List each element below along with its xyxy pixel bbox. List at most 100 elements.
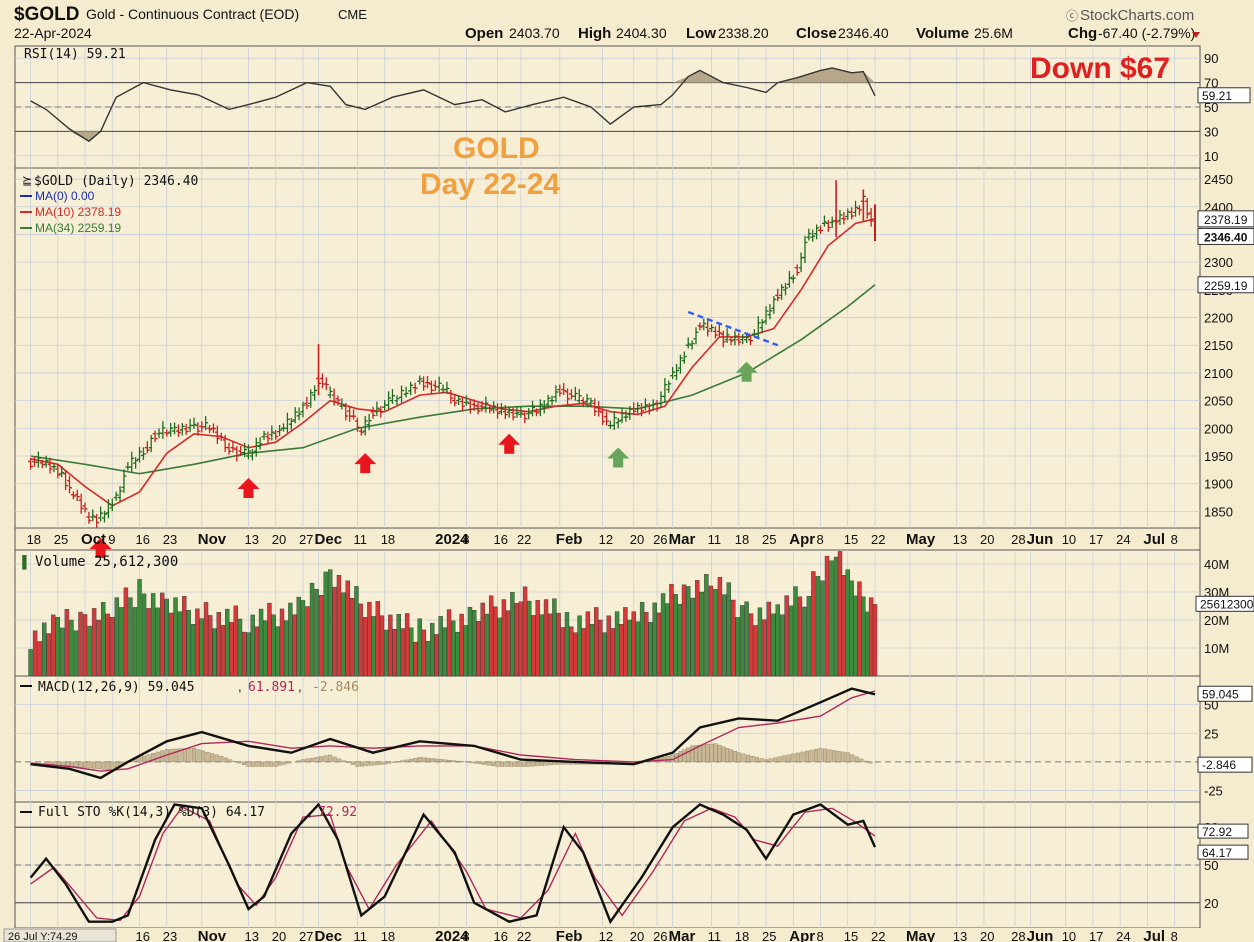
macd-histogram-bar: [686, 747, 691, 763]
bottom-date-tick-label: 12: [599, 929, 613, 942]
price-date-axis: [14, 527, 1201, 551]
volume-bar: [471, 610, 477, 677]
volume-bar: [797, 596, 803, 677]
volume-bar: [531, 615, 536, 677]
date-tick-label: 20: [980, 532, 994, 547]
volume-bar: [518, 601, 524, 677]
volume-bar: [195, 608, 200, 677]
macd-histogram-bar: [192, 747, 197, 763]
volume-tick-label: 10M: [1204, 641, 1229, 656]
macd-histogram-bar: [300, 759, 305, 763]
macd-histogram-bar: [65, 761, 70, 767]
date-tick-label: 10: [1062, 532, 1076, 547]
volume-bar: [735, 617, 740, 677]
macd-histogram-bar: [745, 754, 750, 763]
volume-bar: [484, 613, 490, 677]
volume-bar: [225, 608, 230, 677]
macd-histogram-bar: [447, 760, 452, 763]
bottom-date-tick-label: 13: [953, 929, 967, 942]
date-tick-label: 18: [381, 532, 395, 547]
volume-bar: [665, 603, 670, 677]
volume-bar: [400, 628, 406, 677]
volume-bar: [811, 571, 816, 677]
volume-bar: [845, 569, 850, 677]
macd-histogram-bar: [850, 754, 855, 763]
macd-histogram-bar: [495, 761, 500, 767]
volume-bar: [332, 586, 337, 677]
volume-bar: [173, 597, 178, 677]
volume-bar: [375, 601, 381, 677]
copyright-icon: ⓒ: [1066, 9, 1078, 23]
macd-histogram-bar: [841, 751, 846, 763]
volume-bar: [652, 602, 657, 677]
header-exchange: CME: [338, 7, 367, 22]
volume-bar: [341, 592, 346, 677]
volume-bar: [493, 606, 498, 677]
macd-histogram-bar: [278, 761, 283, 766]
volume-bar: [323, 571, 328, 677]
red-up-arrow-icon: [354, 453, 377, 474]
macd-histogram-bar: [237, 761, 242, 764]
volume-bar: [41, 622, 47, 677]
volume-bar: [28, 649, 33, 677]
macd-hist-label: -2.846: [312, 680, 359, 695]
macd-signal-label: 61.891: [248, 680, 295, 695]
macd-histogram-bar: [323, 755, 328, 763]
volume-bar: [60, 627, 65, 677]
date-tick-label: 8: [817, 532, 824, 547]
bottom-date-tick-label: 20: [980, 929, 994, 942]
macd-histogram-bar: [296, 760, 301, 763]
macd-histogram-bar: [754, 757, 759, 763]
bottom-date-tick-label: May: [906, 928, 936, 942]
volume-bar: [510, 592, 515, 677]
volume-bar: [292, 614, 297, 677]
ohlc-value: 2338.20: [718, 25, 769, 41]
volume-bar: [132, 607, 138, 677]
volume-bar: [560, 627, 565, 677]
bottom-date-tick-label: Dec: [315, 928, 343, 942]
macd-histogram-bar: [777, 756, 782, 763]
macd-histogram-bar: [540, 761, 545, 766]
volume-bar: [263, 620, 268, 677]
volume-bar: [865, 611, 870, 677]
volume-bar: [421, 629, 427, 677]
volume-bar: [258, 608, 264, 677]
volume-bar: [199, 618, 204, 677]
volume-bar: [451, 620, 456, 677]
volume-bar: [309, 582, 315, 677]
price-tick-label: 2150: [1204, 338, 1233, 353]
bottom-date-tick-label: 22: [871, 929, 885, 942]
volume-bar: [722, 594, 727, 677]
macd-histogram-bar: [836, 751, 841, 763]
volume-bar: [242, 631, 247, 677]
volume-bar: [644, 612, 649, 677]
macd-histogram-bar: [804, 750, 809, 763]
volume-bar: [815, 575, 821, 677]
date-tick-label: 9: [108, 532, 115, 547]
macd-histogram-bar: [482, 761, 487, 765]
bottom-date-tick-label: 17: [1089, 929, 1103, 942]
macd-histogram-bar: [709, 743, 714, 763]
volume-bar: [837, 551, 843, 677]
macd-histogram-bar: [74, 761, 79, 768]
volume-bar: [438, 616, 443, 677]
macd-histogram-bar: [78, 761, 83, 768]
volume-bar: [254, 626, 260, 677]
date-tick-label: Nov: [198, 531, 227, 548]
macd-histogram-bar: [713, 743, 718, 763]
date-tick-label: 12: [599, 532, 613, 547]
date-tick-label: Dec: [315, 531, 343, 548]
price-tick-label: 2200: [1204, 311, 1233, 326]
rsi-line: [30, 67, 876, 143]
ohlc-value: 25.6M: [974, 25, 1013, 41]
bottom-date-tick-label: Feb: [556, 928, 583, 942]
macd-histogram-bar: [682, 749, 687, 763]
macd-histogram-bar: [196, 749, 201, 763]
ohlc-value: -67.40 (-2.79%): [1098, 25, 1195, 41]
volume-bar: [771, 613, 776, 677]
sto-label-sep: ,: [308, 804, 312, 819]
macd-histogram-bar: [845, 752, 850, 763]
bottom-date-tick-label: 18: [381, 929, 395, 942]
volume-bar: [552, 598, 557, 677]
bottom-date-tick-label: Nov: [198, 928, 227, 942]
